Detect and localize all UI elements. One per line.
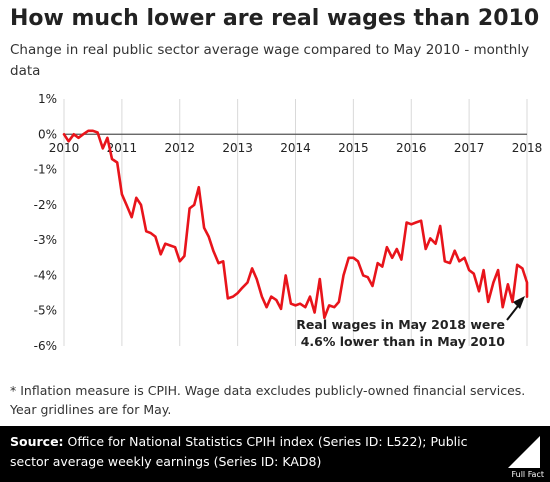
x-tick-label: 2017 — [454, 141, 485, 155]
x-tick-label: 2010 — [49, 141, 80, 155]
footnote: * Inflation measure is CPIH. Wage data e… — [10, 383, 526, 417]
chart-subtitle: Change in real public sector average wag… — [10, 42, 530, 79]
source-body: Office for National Statistics CPIH inde… — [10, 434, 468, 469]
y-tick-label: 1% — [38, 92, 57, 106]
gridlines — [63, 99, 528, 346]
brand-name: Full Fact — [511, 470, 544, 479]
y-tick-label: -4% — [34, 268, 57, 282]
source-text: Source: Office for National Statistics C… — [10, 432, 480, 472]
y-tick-label: -1% — [34, 163, 57, 177]
full-fact-logo — [508, 436, 540, 468]
x-tick-label: 2015 — [338, 141, 369, 155]
annotation: Real wages in May 2018 were 4.6% lower t… — [296, 296, 525, 349]
y-tick-label: 0% — [38, 127, 57, 141]
annotation-line-1: Real wages in May 2018 were — [296, 317, 505, 332]
source-bar: Source: Office for National Statistics C… — [0, 426, 550, 482]
series-line — [62, 129, 529, 320]
y-tick-label: -2% — [34, 198, 57, 212]
y-tick-label: -5% — [34, 304, 57, 318]
x-tick-label: 2011 — [107, 141, 138, 155]
x-tick-label: 2018 — [512, 141, 543, 155]
x-tick-label: 2016 — [396, 141, 427, 155]
annotation-arrowhead — [513, 296, 525, 309]
line-chart: 2010 2011 2012 2013 2014 2015 2016 2017 2018 1% 0%… — [34, 92, 543, 353]
annotation-line-2: 4.6% lower than in May 2010 — [301, 334, 506, 349]
y-tick-label: -6% — [34, 339, 57, 353]
source-label: Source: — [10, 434, 64, 449]
x-tick-label: 2012 — [164, 141, 195, 155]
chart-title: How much lower are real wages than 2010 — [10, 6, 540, 31]
y-tick-label: -3% — [34, 233, 57, 247]
x-tick-label: 2014 — [280, 141, 311, 155]
axes: 2010 2011 2012 2013 2014 2015 2016 2017 2018 1% 0%… — [34, 92, 543, 353]
series-layer — [62, 129, 529, 320]
x-tick-label: 2013 — [222, 141, 253, 155]
